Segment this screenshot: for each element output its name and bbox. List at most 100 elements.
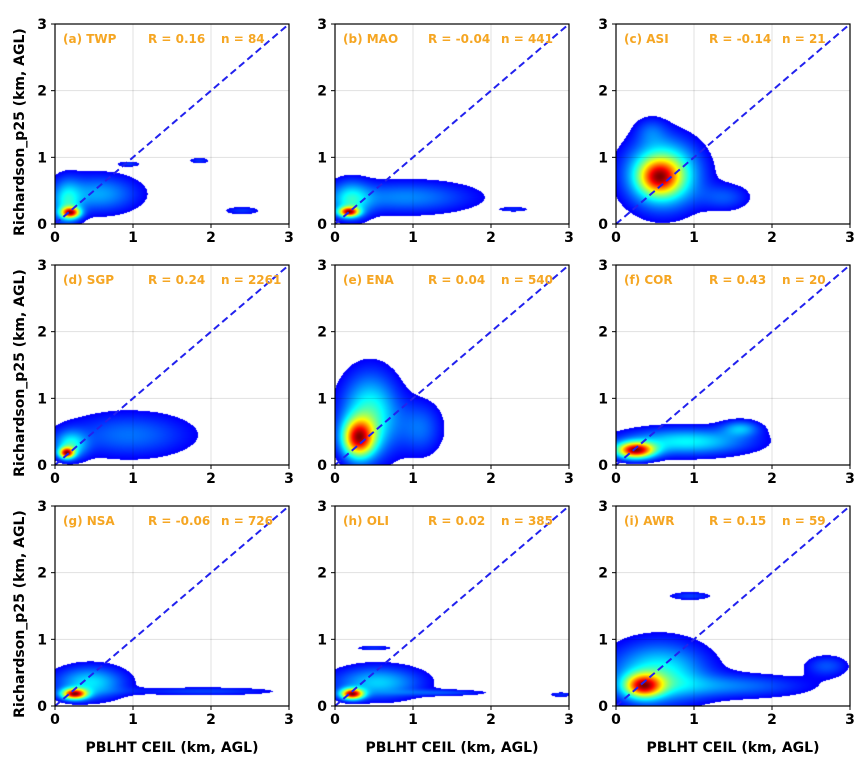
axes-frame [54, 23, 290, 225]
one-to-one-line [54, 505, 290, 707]
x-tick-label: 1 [689, 712, 699, 728]
one-to-one-line [54, 23, 290, 225]
y-tick-label: 1 [317, 391, 327, 407]
panel-label: (d) SGP [63, 273, 114, 287]
panel-3: 00 1 1 2 2 3 3 (d) SGP R = 0.24 n = 2261 Richardso… [12, 258, 294, 487]
panel-label: (a) TWP [63, 32, 117, 46]
panel-r-value: R = -0.14 [709, 32, 771, 46]
panel-n-value: n = 385 [501, 514, 553, 528]
panel-label: (h) OLI [343, 514, 389, 528]
x-tick-label: 2 [486, 471, 496, 487]
x-tick-label: 2 [767, 712, 777, 728]
y-tick-label: 3 [317, 258, 327, 274]
x-tick-label: 3 [564, 471, 574, 487]
y-tick-label: 0 [317, 217, 327, 233]
panel-label: (f) COR [624, 273, 673, 287]
y-tick-label: 0 [37, 217, 47, 233]
panel-r-value: R = 0.04 [428, 273, 485, 287]
x-tick-label: 1 [128, 471, 138, 487]
panel-0: 00 1 1 2 2 3 3 (a) TWP R = 0.16 n = 84 Richardson_… [12, 17, 294, 246]
x-tick-label: 0 [50, 230, 60, 246]
panel-n-value: n = 540 [501, 273, 553, 287]
panel-n-value: n = 2261 [221, 273, 281, 287]
x-tick-label: 3 [284, 471, 294, 487]
axes-frame [334, 264, 570, 466]
y-axis-label: Richardson_p25 (km, AGL) [12, 269, 28, 477]
x-tick-label: 2 [486, 230, 496, 246]
y-tick-label: 3 [317, 17, 327, 33]
one-to-one-line [54, 264, 290, 466]
y-tick-label: 2 [317, 325, 327, 341]
y-tick-label: 2 [598, 325, 608, 341]
x-axis-label: PBLHT CEIL (km, AGL) [366, 740, 539, 756]
panel-r-value: R = 0.02 [428, 514, 485, 528]
x-tick-label: 3 [845, 712, 855, 728]
y-tick-label: 0 [317, 699, 327, 715]
x-tick-label: 2 [767, 471, 777, 487]
y-tick-label: 2 [598, 84, 608, 100]
x-tick-label: 2 [206, 712, 216, 728]
x-tick-label: 0 [330, 230, 340, 246]
x-tick-label: 3 [284, 230, 294, 246]
panel-label: (g) NSA [63, 514, 115, 528]
panel-label: (b) MAO [343, 32, 398, 46]
panel-n-value: n = 21 [782, 32, 826, 46]
y-tick-label: 2 [317, 84, 327, 100]
y-tick-label: 0 [598, 699, 608, 715]
y-tick-label: 0 [598, 217, 608, 233]
one-to-one-line [615, 23, 851, 225]
x-tick-label: 0 [611, 471, 621, 487]
x-tick-label: 3 [284, 712, 294, 728]
panel-4: 00 1 1 2 2 3 3 (e) ENA R = 0.04 n = 540 [317, 258, 574, 487]
panel-7: 00 1 1 2 2 3 3 (h) OLI R = 0.02 n = 385 PBLHT CEIL… [317, 499, 574, 756]
panel-6: 00 1 1 2 2 3 3 (g) NSA R = -0.06 n = 726 Richardso… [12, 499, 294, 756]
y-tick-label: 3 [37, 499, 47, 515]
x-tick-label: 2 [767, 230, 777, 246]
y-tick-label: 3 [598, 499, 608, 515]
y-tick-label: 0 [317, 458, 327, 474]
panel-n-value: n = 441 [501, 32, 553, 46]
y-tick-label: 2 [317, 566, 327, 582]
y-tick-label: 2 [598, 566, 608, 582]
y-tick-label: 1 [598, 391, 608, 407]
x-tick-label: 0 [330, 712, 340, 728]
panel-8: 00 1 1 2 2 3 3 (i) AWR R = 0.15 n = 59 PBLHT CEIL … [598, 499, 855, 756]
y-tick-label: 1 [37, 391, 47, 407]
y-tick-label: 2 [37, 84, 47, 100]
y-tick-label: 0 [598, 458, 608, 474]
one-to-one-line [615, 264, 851, 466]
axes-frame [334, 505, 570, 707]
panel-n-value: n = 59 [782, 514, 826, 528]
y-tick-label: 1 [37, 632, 47, 648]
y-tick-label: 1 [317, 632, 327, 648]
x-tick-label: 1 [408, 712, 418, 728]
x-tick-label: 3 [564, 230, 574, 246]
x-tick-label: 1 [128, 230, 138, 246]
panel-label: (i) AWR [624, 514, 674, 528]
y-tick-label: 3 [317, 499, 327, 515]
axes-frame [54, 264, 290, 466]
y-axis-label: Richardson_p25 (km, AGL) [12, 28, 28, 236]
x-tick-label: 0 [50, 712, 60, 728]
x-tick-label: 0 [330, 471, 340, 487]
x-tick-label: 0 [611, 230, 621, 246]
x-tick-label: 1 [689, 471, 699, 487]
panel-r-value: R = -0.06 [148, 514, 210, 528]
y-tick-label: 2 [37, 325, 47, 341]
x-tick-label: 0 [50, 471, 60, 487]
panel-r-value: R = 0.24 [148, 273, 205, 287]
x-axis-label: PBLHT CEIL (km, AGL) [647, 740, 820, 756]
panel-label: (e) ENA [343, 273, 395, 287]
panel-r-value: R = 0.43 [709, 273, 766, 287]
y-tick-label: 1 [598, 150, 608, 166]
y-tick-label: 3 [598, 17, 608, 33]
y-tick-label: 3 [37, 258, 47, 274]
y-tick-label: 1 [37, 150, 47, 166]
axes-frame [54, 505, 290, 707]
x-tick-label: 2 [206, 230, 216, 246]
x-tick-label: 2 [486, 712, 496, 728]
x-tick-label: 1 [408, 230, 418, 246]
axes-frame [615, 23, 851, 225]
x-tick-label: 1 [689, 230, 699, 246]
